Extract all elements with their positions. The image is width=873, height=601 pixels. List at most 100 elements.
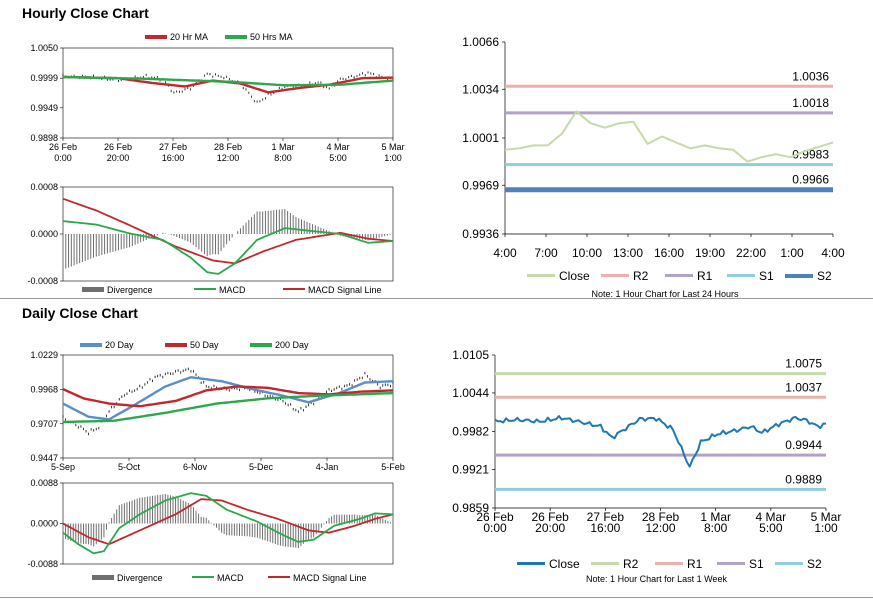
hourly-price-xtick-label: 26 Feb [49, 142, 77, 152]
hourly-levels-xtick-label: 10:00 [572, 246, 602, 260]
daily-levels-legend-swatch [775, 562, 803, 565]
hourly-price-xtick-label: 8:00 [274, 153, 292, 163]
hourly-levels-legend-close: Close [559, 269, 590, 283]
hourly-price-50-hrs-ma-line [62, 75, 394, 87]
hourly-price-legend-item: 20 Hr MA [170, 32, 208, 42]
daily-levels-level-label-s2: 0.9889 [785, 472, 822, 486]
daily-levels-legend-swatch [717, 562, 745, 565]
hourly-macd-ytick-label: 0.0000 [30, 229, 58, 239]
daily-levels-xtick-label: 27 Feb [587, 510, 625, 524]
daily-price-ytick-label: 0.9447 [30, 453, 58, 463]
hourly-levels-xtick-label: 4:00 [493, 246, 517, 260]
daily-macd-legend-signal-swatch [268, 576, 290, 578]
hourly-levels-xtick-label: 13:00 [613, 246, 643, 260]
hourly-macd-legend-signal-swatch [283, 288, 305, 290]
daily-price-xtick-label: 6-Nov [183, 462, 208, 472]
daily-price-50-day-line [62, 385, 394, 408]
daily-levels-close-line [494, 415, 826, 468]
hourly-levels-level-label-r1: 1.0018 [792, 96, 829, 110]
daily-levels-ytick-label: 1.0105 [452, 348, 489, 362]
daily-levels-legend-swatch [655, 562, 683, 565]
hourly-levels-legend-swatch [785, 274, 813, 278]
daily-levels-xtick-label: 12:00 [645, 521, 675, 535]
hourly-levels-note: Note: 1 Hour Chart for Last 24 Hours [591, 289, 739, 299]
hourly-levels-ytick-label: 1.0066 [462, 35, 499, 49]
hourly-levels-ytick-label: 0.9936 [462, 227, 499, 241]
hourly-price-xtick-label: 0:00 [54, 153, 72, 163]
daily-price-200-day-line [63, 391, 394, 424]
hourly-levels-legend-swatch [665, 274, 693, 277]
hourly-macd-ytick-label: 0.0008 [30, 182, 58, 192]
hourly-levels-xtick-label: 7:00 [534, 246, 558, 260]
hourly-macd-legend-macd: MACD [219, 285, 246, 295]
hourly-levels-legend-r2: R2 [633, 269, 649, 283]
daily-price-xtick-label: 5-Sep [51, 462, 75, 472]
hourly-levels-legend-swatch [601, 274, 629, 277]
daily-levels-legend-r2: R2 [623, 557, 639, 571]
daily-macd-legend-macd: MACD [217, 573, 244, 583]
hourly-levels-xtick-label: 1:00 [780, 246, 804, 260]
hourly-macd-ytick-label: -0.0008 [27, 276, 58, 286]
hourly-macd-macd-line [62, 220, 394, 275]
daily-levels-xtick-label: 1 Mar [700, 510, 731, 524]
daily-price-xtick-label: 5-Oct [118, 462, 141, 472]
hourly-levels-level-label-r2: 1.0036 [792, 69, 829, 83]
hourly-levels-xtick-label: 19:00 [695, 246, 725, 260]
hourly-price-xtick-label: 1 Mar [271, 142, 294, 152]
daily-price-frame [62, 354, 394, 459]
daily-levels-level-label-s1: 0.9944 [785, 438, 822, 452]
daily-price-ytick-label: 1.0229 [30, 350, 58, 360]
hourly-macd-legend-divergence-swatch [82, 287, 104, 292]
daily-levels-xtick-label: 0:00 [483, 521, 507, 535]
hourly-levels-level-label-s1: 0.9983 [792, 148, 829, 162]
hourly-levels-ytick-label: 1.0034 [462, 82, 499, 96]
daily-levels-xtick-label: 4 Mar [755, 510, 786, 524]
hourly-price-legend-item: 50 Hrs MA [250, 32, 293, 42]
daily-price-xtick-label: 5-Feb [381, 462, 405, 472]
hourly-levels-legend-s2: S2 [817, 269, 832, 283]
hourly-macd-legend-divergence: Divergence [107, 285, 153, 295]
hourly-levels-legend-swatch [727, 274, 755, 277]
daily-levels-ytick-label: 0.9859 [452, 501, 489, 515]
daily-price-xtick-label: 4-Jan [316, 462, 339, 472]
daily-macd-signal-line [62, 498, 394, 546]
daily-levels-legend-close: Close [549, 557, 580, 571]
hourly-price-xtick-label: 5 Mar [381, 142, 404, 152]
daily-price-xtick-label: 5-Dec [249, 462, 274, 472]
daily-levels-legend-s2: S2 [807, 557, 822, 571]
hourly-price-xtick-label: 20:00 [107, 153, 130, 163]
daily-levels-xtick-label: 8:00 [704, 521, 728, 535]
hourly-price-frame [62, 47, 394, 139]
daily-levels-xtick-label: 1:00 [814, 521, 838, 535]
daily-macd-legend-divergence: Divergence [117, 573, 163, 583]
hourly-price-xtick-label: 28 Feb [214, 142, 242, 152]
section-divider [0, 298, 873, 299]
hourly-levels-ytick-label: 0.9969 [462, 178, 499, 192]
hourly-price-xtick-label: 4 Mar [326, 142, 349, 152]
hourly-price-ytick-label: 1.0050 [30, 43, 58, 53]
daily-levels-level-label-r2: 1.0075 [785, 357, 822, 371]
hourly-price-ytick-label: 0.9898 [30, 133, 58, 143]
hourly-levels-close-line [504, 110, 834, 163]
hourly-price-xtick-label: 26 Feb [104, 142, 132, 152]
daily-price-legend-item-swatch [250, 343, 272, 347]
daily-macd-legend-divergence-swatch [92, 575, 114, 580]
daily-levels-ytick-label: 1.0044 [452, 386, 489, 400]
hourly-section-title: Hourly Close Chart [22, 5, 149, 21]
daily-levels-xtick-label: 5 Mar [811, 510, 842, 524]
hourly-price-xtick-label: 1:00 [384, 153, 402, 163]
daily-macd-ytick-label: 0.0088 [30, 478, 58, 488]
hourly-price-ytick-label: 0.9949 [30, 103, 58, 113]
daily-levels-legend-s1: S1 [749, 557, 764, 571]
hourly-macd-legend-signal: MACD Signal Line [308, 285, 382, 295]
daily-levels-legend-swatch [517, 562, 545, 565]
hourly-price-legend-item-swatch [225, 35, 247, 39]
hourly-levels-legend-s1: S1 [759, 269, 774, 283]
hourly-macd-legend-macd-swatch [194, 288, 216, 290]
hourly-levels-legend-r1: R1 [697, 269, 713, 283]
bottom-divider [0, 597, 873, 598]
hourly-levels-level-label-s2: 0.9966 [792, 173, 829, 187]
daily-levels-xtick-label: 16:00 [590, 521, 620, 535]
hourly-price-ytick-label: 0.9999 [30, 73, 58, 83]
